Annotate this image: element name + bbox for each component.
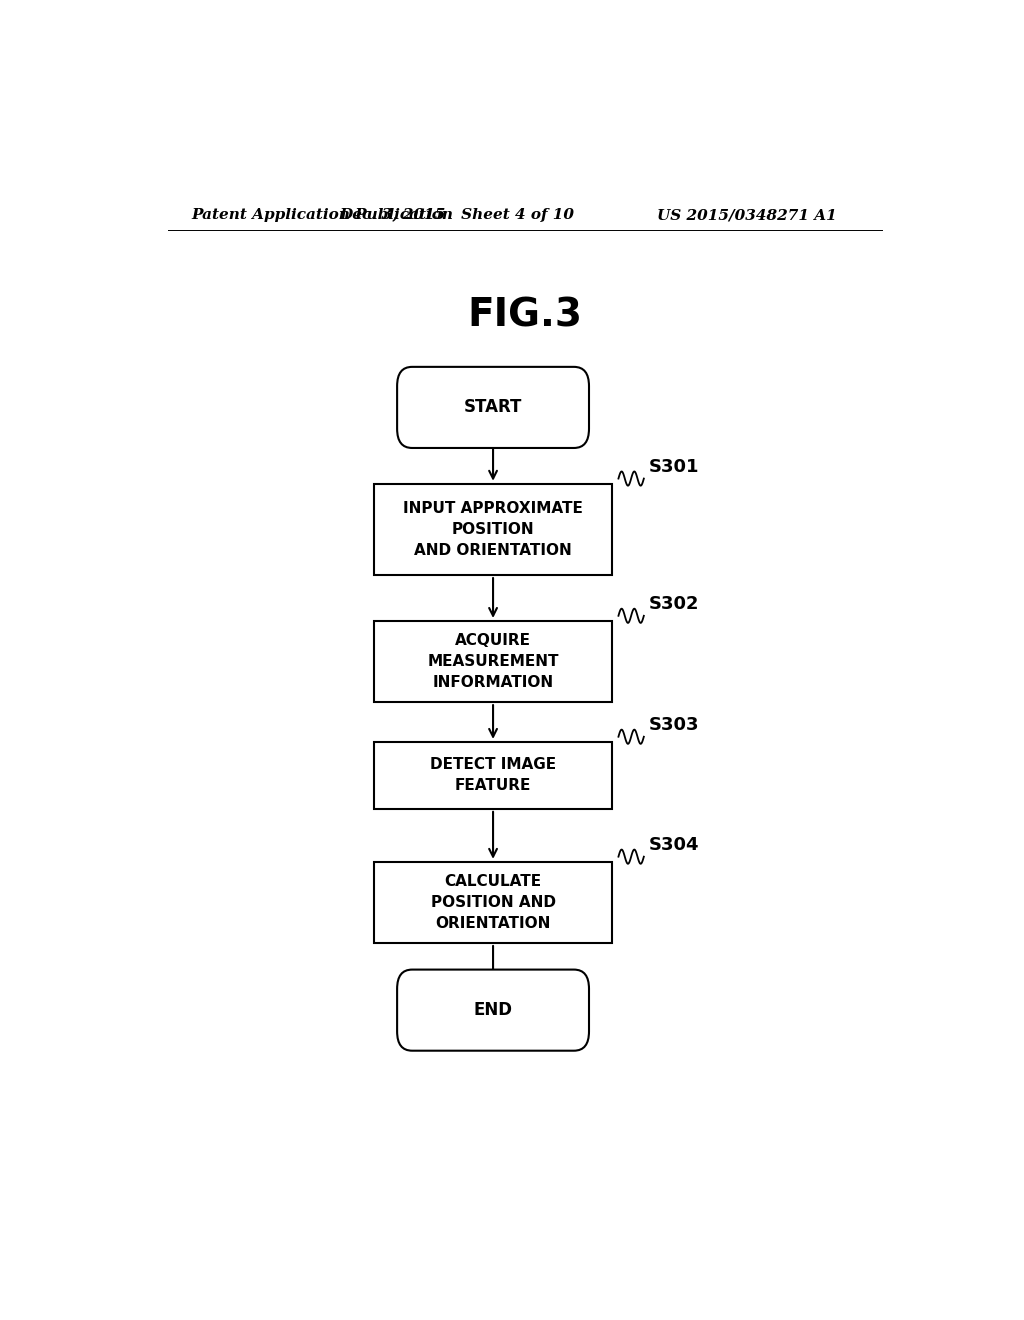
FancyBboxPatch shape: [374, 620, 612, 702]
FancyBboxPatch shape: [374, 742, 612, 809]
Text: US 2015/0348271 A1: US 2015/0348271 A1: [657, 209, 837, 222]
Text: ACQUIRE
MEASUREMENT
INFORMATION: ACQUIRE MEASUREMENT INFORMATION: [427, 634, 559, 690]
Text: S302: S302: [648, 595, 699, 612]
Text: S304: S304: [648, 836, 699, 854]
Text: S301: S301: [648, 458, 699, 475]
FancyBboxPatch shape: [397, 970, 589, 1051]
Text: S303: S303: [648, 715, 699, 734]
Text: INPUT APPROXIMATE
POSITION
AND ORIENTATION: INPUT APPROXIMATE POSITION AND ORIENTATI…: [403, 500, 583, 558]
Text: END: END: [473, 1001, 513, 1019]
Text: CALCULATE
POSITION AND
ORIENTATION: CALCULATE POSITION AND ORIENTATION: [430, 874, 556, 931]
Text: START: START: [464, 399, 522, 416]
Text: Dec. 3, 2015   Sheet 4 of 10: Dec. 3, 2015 Sheet 4 of 10: [340, 209, 574, 222]
FancyBboxPatch shape: [374, 483, 612, 576]
FancyBboxPatch shape: [397, 367, 589, 447]
Text: FIG.3: FIG.3: [467, 297, 583, 335]
FancyBboxPatch shape: [374, 862, 612, 942]
Text: Patent Application Publication: Patent Application Publication: [191, 209, 454, 222]
Text: DETECT IMAGE
FEATURE: DETECT IMAGE FEATURE: [430, 758, 556, 793]
